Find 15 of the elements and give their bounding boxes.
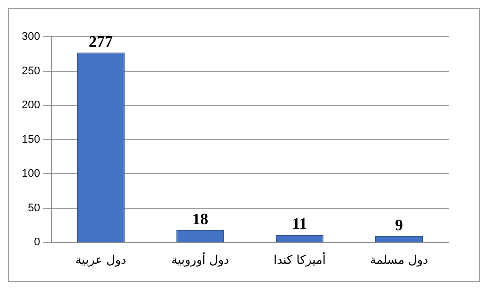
x-tick-label: دول مسلمة bbox=[370, 252, 428, 267]
y-tick-label: 300 bbox=[22, 31, 40, 44]
y-tick-label: 250 bbox=[22, 65, 40, 78]
data-label: 277 bbox=[89, 34, 114, 51]
x-tick-label: دول عربية bbox=[76, 252, 126, 267]
y-tick-label: 150 bbox=[22, 134, 40, 146]
y-tick-label: 50 bbox=[28, 202, 40, 214]
y-tick-label: 100 bbox=[22, 168, 40, 180]
y-tick-label: 200 bbox=[22, 100, 40, 112]
x-tick-label: دول أوروبية bbox=[172, 252, 230, 267]
data-label: 18 bbox=[192, 211, 208, 228]
x-tick-label: أميركا كندا bbox=[274, 252, 326, 267]
data-label: 11 bbox=[292, 216, 308, 234]
y-tick-label: 0 bbox=[34, 236, 40, 249]
data-label: 9 bbox=[395, 218, 404, 235]
